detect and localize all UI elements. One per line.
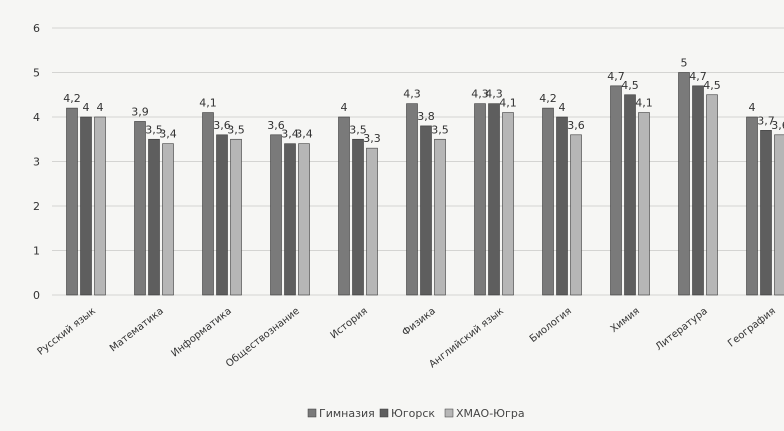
category-label: Физика xyxy=(400,306,438,339)
bar xyxy=(706,94,718,296)
category-labels: Русский язык Математика ИнформатикаОбществ… xyxy=(36,306,778,371)
category-label: Литература xyxy=(654,306,710,353)
data-label: 4,5 xyxy=(621,79,639,92)
category-label: Русский язык xyxy=(36,306,98,358)
data-label: 4,1 xyxy=(199,97,217,110)
bar xyxy=(474,103,486,296)
bar xyxy=(352,138,364,296)
bar xyxy=(502,112,514,296)
data-label: 3,7 xyxy=(757,114,775,127)
data-label: 3,5 xyxy=(145,123,163,136)
data-label: 4,7 xyxy=(689,70,707,83)
bar xyxy=(338,116,350,296)
bar xyxy=(202,112,214,296)
data-label: 3,5 xyxy=(349,123,367,136)
y-axis-ticks: 0 1 2 3 4 5 6 xyxy=(33,22,40,302)
bar xyxy=(216,134,228,296)
y-tick-label: 2 xyxy=(33,200,40,213)
y-tick-label: 1 xyxy=(33,245,40,258)
data-label: 4 xyxy=(83,101,90,114)
data-label: 3,6 xyxy=(771,119,784,132)
data-labels: 4,24 4 3,93,53,44,13,63,5 3,63,43,443,53,34… xyxy=(63,57,784,146)
data-label: 4 xyxy=(749,101,756,114)
data-label: 4,3 xyxy=(403,88,421,101)
bar xyxy=(570,134,582,296)
data-label: 3,4 xyxy=(281,128,299,141)
legend-swatch xyxy=(307,408,317,418)
y-tick-label: 0 xyxy=(33,289,40,302)
data-label: 4,5 xyxy=(703,79,721,92)
category-label: История xyxy=(329,306,370,342)
bars xyxy=(66,72,784,296)
category-label: Информатика xyxy=(169,306,233,360)
bar xyxy=(760,130,772,296)
data-label: 3,4 xyxy=(295,128,313,141)
category-label: Английский язык xyxy=(427,306,505,371)
bar xyxy=(230,138,242,296)
bar xyxy=(692,85,704,296)
bar xyxy=(134,121,146,296)
legend: Гимназия Югорск ХМАО-Югра xyxy=(307,407,525,420)
data-label: 3,6 xyxy=(567,119,585,132)
legend-label: ХМАО-Югра xyxy=(456,407,525,420)
category-label: Обществознание xyxy=(224,306,302,370)
data-label: 4,3 xyxy=(471,88,489,101)
data-label: 3,9 xyxy=(131,105,149,118)
legend-swatch xyxy=(379,408,389,418)
data-label: 4,2 xyxy=(539,92,557,105)
data-label: 4,1 xyxy=(635,97,653,110)
bar xyxy=(148,138,160,296)
bar xyxy=(406,103,418,296)
y-tick-label: 3 xyxy=(33,156,40,169)
data-label: 4,1 xyxy=(499,97,517,110)
data-label: 4,3 xyxy=(485,88,503,101)
bar xyxy=(66,107,78,296)
bar xyxy=(774,134,784,296)
data-label: 4 xyxy=(341,101,348,114)
data-label: 3,6 xyxy=(267,119,285,132)
legend-label: Югорск xyxy=(391,407,435,420)
data-label: 4,2 xyxy=(63,92,81,105)
bar xyxy=(678,72,690,296)
data-label: 3,5 xyxy=(431,123,449,136)
data-label: 3,6 xyxy=(213,119,231,132)
y-tick-label: 6 xyxy=(33,22,40,35)
bar xyxy=(162,143,174,296)
bar xyxy=(556,116,568,296)
category-label: Химия xyxy=(609,306,642,335)
bar xyxy=(298,143,310,296)
y-tick-label: 5 xyxy=(33,67,40,80)
bar xyxy=(638,112,650,296)
bar xyxy=(366,147,378,296)
data-label: 3,5 xyxy=(227,123,245,136)
data-label: 3,3 xyxy=(363,132,381,145)
data-label: 3,8 xyxy=(417,110,435,123)
category-label: Биология xyxy=(528,306,574,345)
bar xyxy=(94,116,106,296)
bar xyxy=(624,94,636,296)
legend-swatch xyxy=(444,408,454,418)
data-label: 4 xyxy=(97,101,104,114)
data-label: 4 xyxy=(559,101,566,114)
bar xyxy=(420,125,432,296)
bar xyxy=(488,103,500,296)
legend-label: Гимназия xyxy=(319,407,375,420)
data-label: 5 xyxy=(681,57,688,70)
gridlines xyxy=(52,27,784,296)
y-tick-label: 4 xyxy=(33,111,40,124)
bar xyxy=(434,138,446,296)
category-label: География xyxy=(726,306,778,350)
bar xyxy=(746,116,758,296)
data-label: 3,4 xyxy=(159,128,177,141)
bar xyxy=(542,107,554,296)
bar xyxy=(80,116,92,296)
category-label: Математика xyxy=(108,306,166,355)
bar xyxy=(270,134,282,296)
bar xyxy=(610,85,622,296)
data-label: 4,7 xyxy=(607,70,625,83)
bar xyxy=(284,143,296,296)
